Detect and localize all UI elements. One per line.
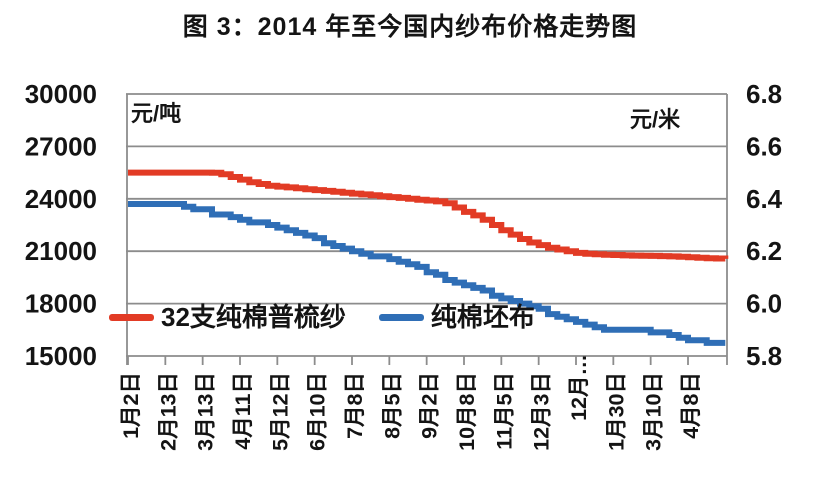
- legend-label-grey-fabric: 纯棉坯布: [430, 302, 535, 332]
- x-axis-label: 3月10日: [642, 372, 666, 451]
- chart-legend: 32支纯棉普梳纱 纯棉坯布: [109, 302, 535, 332]
- y-axis-label-right: 6.2: [746, 236, 782, 266]
- y-axis-label-left: 21000: [25, 236, 97, 266]
- y-axis-label-left: 15000: [25, 341, 97, 371]
- x-axis-label: 12月…: [567, 354, 591, 421]
- x-axis-label: 12月3日: [530, 372, 554, 451]
- y-axis-label-right: 6.6: [746, 131, 782, 161]
- y-axis-label-left: 24000: [25, 184, 97, 214]
- left-axis-unit-label: 元/吨: [131, 101, 181, 126]
- series-line-cotton-yarn: [128, 169, 729, 262]
- series-line-grey-fabric: [128, 201, 726, 346]
- x-axis-label: 1月2日: [119, 372, 143, 439]
- x-axis-label: 4月11日: [231, 372, 255, 450]
- x-axis-label: 10月8日: [455, 372, 479, 451]
- x-axis-label: 6月10日: [306, 372, 330, 451]
- legend-item-grey-fabric: 纯棉坯布: [378, 302, 535, 332]
- y-axis-label-right: 5.8: [746, 341, 782, 371]
- y-axis-label-left: 30000: [25, 79, 97, 109]
- y-axis-label-right: 6.8: [746, 79, 782, 109]
- x-axis-label: 11月5日: [492, 372, 516, 450]
- x-axis-label: 2月13日: [156, 372, 180, 451]
- y-axis-label-right: 6.4: [746, 184, 783, 214]
- x-axis-label: 3月13日: [194, 372, 218, 451]
- y-axis-label-right: 6.0: [746, 289, 782, 319]
- chart-title: 图 3：2014 年至今国内纱布价格走势图: [182, 13, 638, 41]
- x-axis-label: 7月8日: [343, 372, 367, 439]
- y-axis-label-left: 18000: [25, 289, 97, 319]
- right-axis-unit-label: 元/米: [630, 107, 681, 132]
- legend-label-cotton-yarn: 32支纯棉普梳纱: [161, 302, 346, 332]
- x-axis-label: 4月8日: [679, 372, 703, 439]
- legend-line-blue: [378, 313, 424, 321]
- x-axis-label: 1月30日: [604, 372, 628, 451]
- x-axis-label: 8月5日: [380, 372, 404, 439]
- y-axis-label-left: 27000: [25, 131, 97, 161]
- x-axis-label: 5月12日: [268, 372, 292, 451]
- x-axis-label: 9月2日: [418, 372, 442, 439]
- legend-line-red: [109, 313, 154, 321]
- legend-item-cotton-yarn: 32支纯棉普梳纱: [109, 302, 346, 332]
